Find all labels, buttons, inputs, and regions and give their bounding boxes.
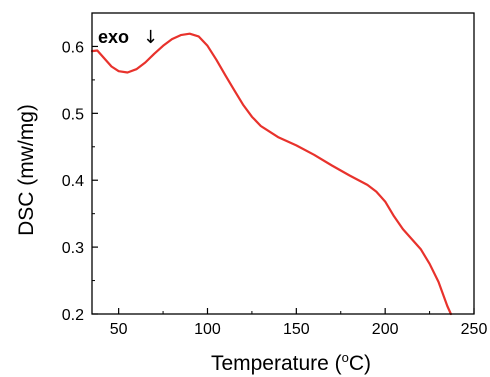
x-tick-label: 150 [283, 321, 310, 338]
plot-area [90, 32, 452, 316]
x-axis-title-unit: C) [349, 352, 371, 375]
plot-frame [91, 12, 475, 315]
y-tick-label: 0.4 [62, 173, 84, 190]
y-tick-label: 0.2 [62, 307, 84, 324]
x-axis-title: Temperature (oC) [211, 350, 371, 375]
y-tick-label: 0.6 [62, 39, 84, 56]
series-line-0 [90, 32, 452, 316]
x-tick-label: 100 [194, 321, 221, 338]
axes: 50 100 150 200 250 0.2 0.3 0.4 0.5 0.6 [62, 12, 488, 338]
y-tick-label: 0.3 [62, 240, 84, 257]
x-tick-label: 250 [461, 321, 488, 338]
x-tick-label: 50 [110, 321, 128, 338]
down-arrow-icon: ↓ [143, 27, 158, 48]
annotation-exo: exo [98, 27, 129, 47]
x-tick-label: 200 [372, 321, 399, 338]
y-axis-title: DSC (mw/mg) [15, 104, 38, 236]
x-axis-title-main: Temperature ( [211, 352, 342, 375]
x-axis-title-sup: o [342, 350, 349, 365]
y-tick-label: 0.5 [62, 106, 84, 123]
